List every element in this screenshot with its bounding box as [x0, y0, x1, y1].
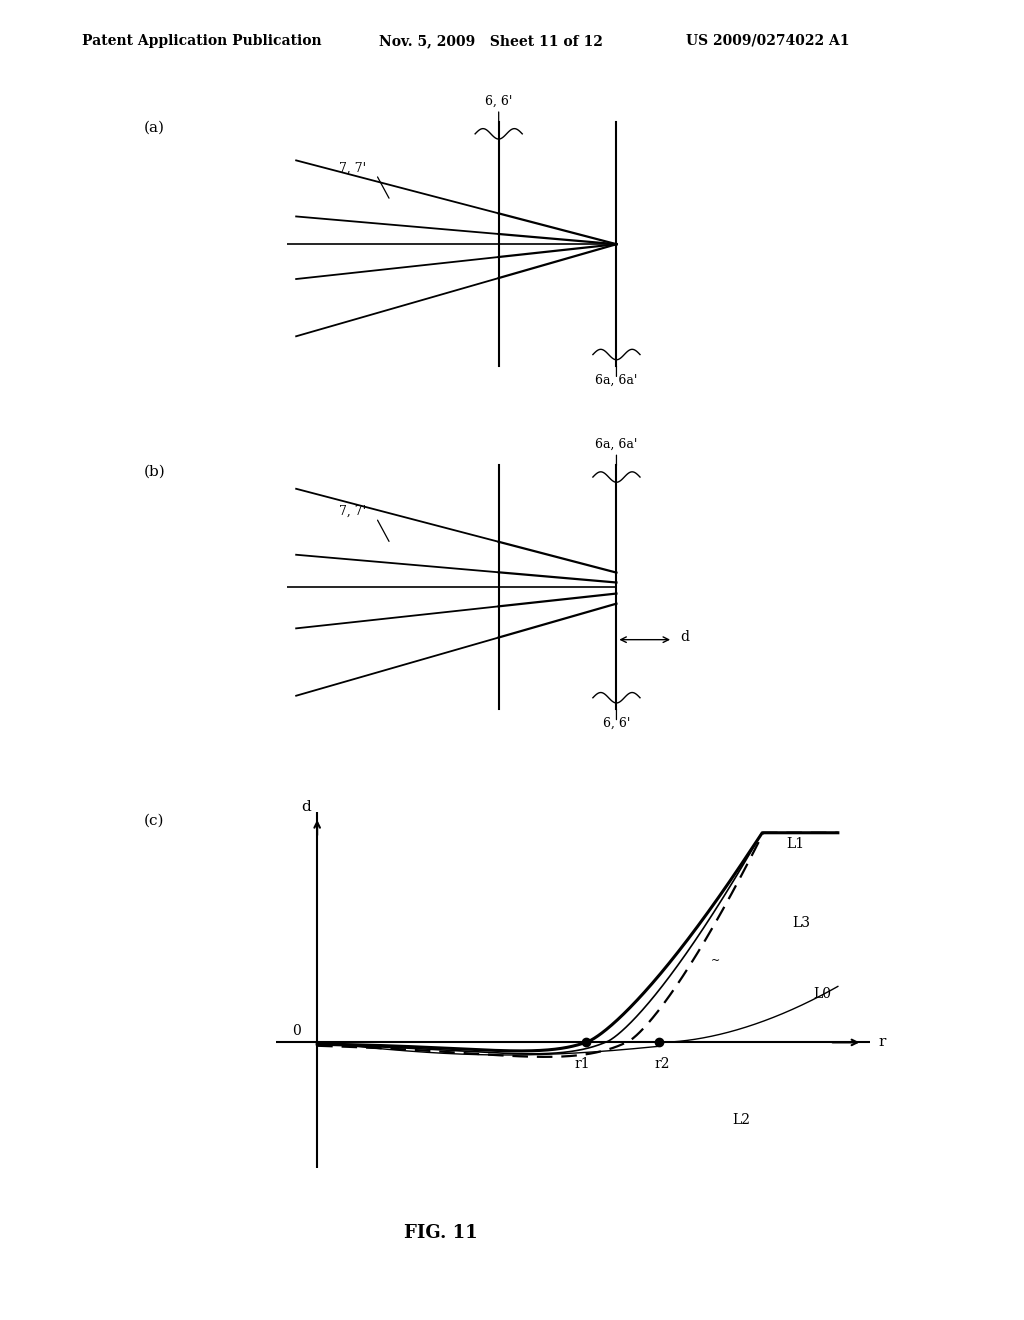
Text: L2: L2: [732, 1113, 751, 1127]
Text: L1: L1: [785, 837, 804, 851]
Text: 0: 0: [292, 1024, 301, 1039]
Text: 6, 6': 6, 6': [485, 95, 512, 108]
Text: r: r: [879, 1035, 886, 1049]
Text: (b): (b): [143, 465, 165, 478]
Text: ~: ~: [711, 956, 720, 966]
Text: US 2009/0274022 A1: US 2009/0274022 A1: [686, 34, 850, 48]
Text: r1: r1: [574, 1057, 590, 1071]
Text: Nov. 5, 2009   Sheet 11 of 12: Nov. 5, 2009 Sheet 11 of 12: [379, 34, 603, 48]
Text: 6, 6': 6, 6': [603, 717, 630, 730]
Text: L3: L3: [793, 916, 810, 931]
Text: FIG. 11: FIG. 11: [403, 1224, 477, 1242]
Text: 7, 7': 7, 7': [339, 504, 366, 517]
Text: r2: r2: [654, 1057, 670, 1071]
Text: L0: L0: [813, 987, 831, 1002]
Text: Patent Application Publication: Patent Application Publication: [82, 34, 322, 48]
Text: d: d: [680, 630, 689, 644]
Text: (c): (c): [143, 814, 164, 828]
Text: d: d: [301, 800, 310, 814]
Text: 6a, 6a': 6a, 6a': [595, 374, 638, 387]
Text: 7, 7': 7, 7': [339, 161, 366, 174]
Text: (a): (a): [143, 121, 165, 135]
Text: 6a, 6a': 6a, 6a': [595, 438, 638, 451]
